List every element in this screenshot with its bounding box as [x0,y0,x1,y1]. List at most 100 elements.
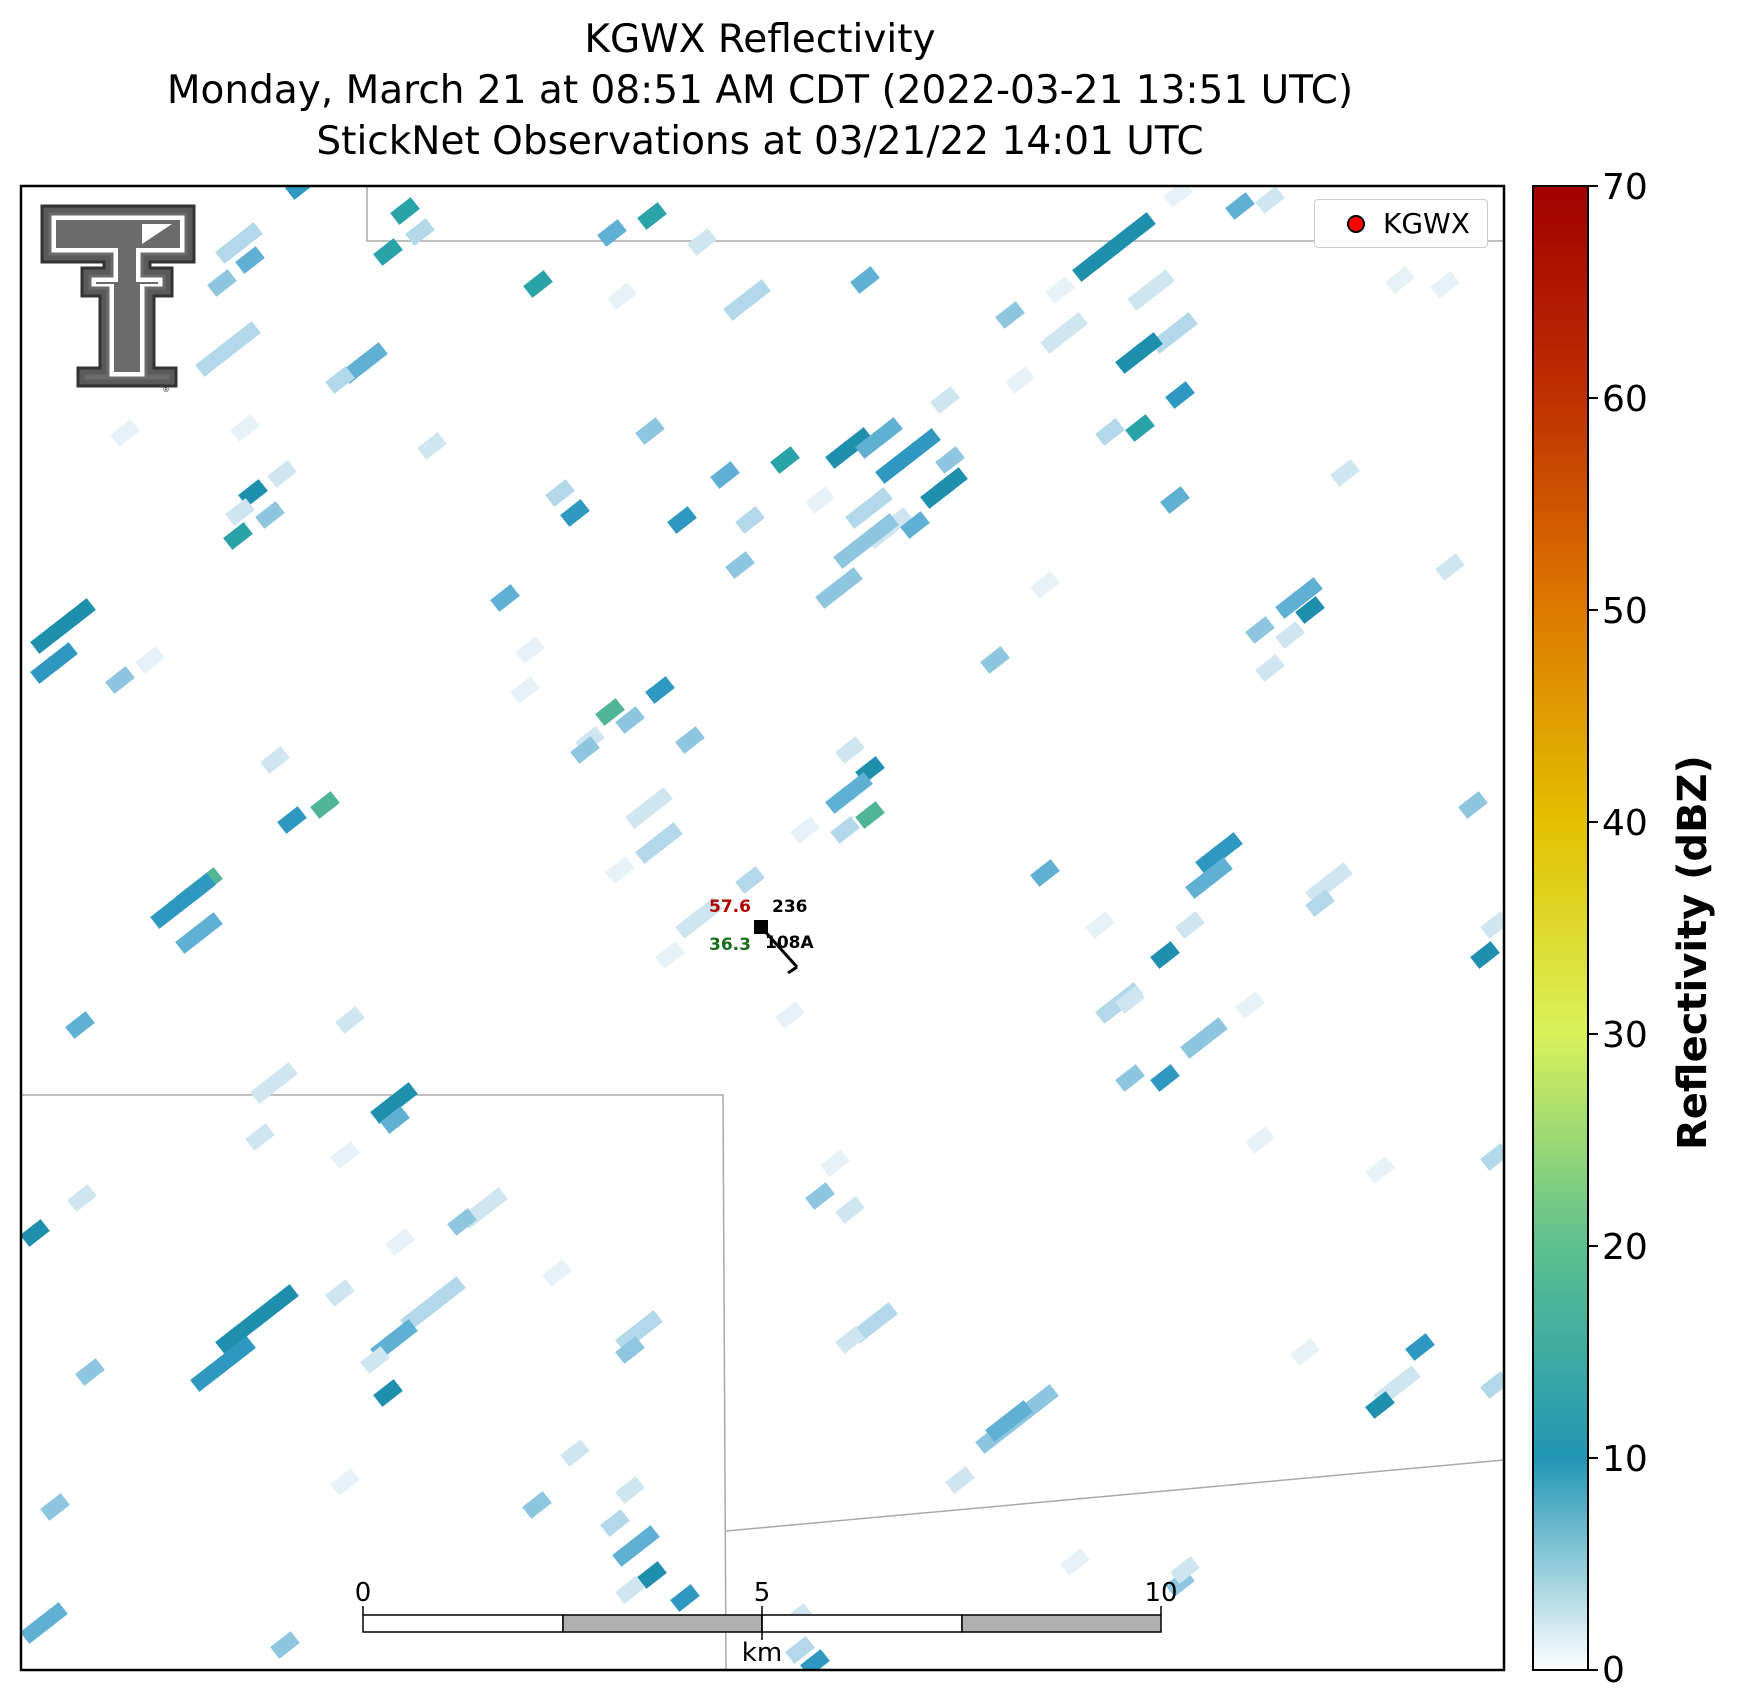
reflectivity-pixel [911,428,941,456]
reflectivity-pixel [835,736,865,764]
reflectivity-pixel [1245,616,1275,644]
station-id: 108A [765,933,814,953]
reflectivity-pixel [670,1584,700,1612]
reflectivity-pixel [269,1284,299,1312]
map-frame [19,184,1506,1672]
reflectivity-pixel [693,897,723,925]
reflectivity-pixel [1430,271,1460,299]
reflectivity-pixel [1150,941,1180,969]
reflectivity-pixel [725,551,755,579]
reflectivity-pixel [1255,186,1285,214]
reflectivity-pixel [835,1196,865,1224]
reflectivity-pixel [373,1379,403,1407]
reflectivity-pixel [873,417,903,445]
reflectivity-pixel [522,1491,552,1519]
reflectivity-pixel [645,676,675,704]
reflectivity-pixel [1293,577,1323,605]
reflectivity-pixel [405,218,435,246]
reflectivity-pixel [843,772,873,800]
reflectivity-pixel [40,1493,70,1521]
station-plot-108A[interactable] [754,920,799,975]
reflectivity-pixel [1125,414,1155,442]
reflectivity-pixel [1030,571,1060,599]
reflectivity-pixel [980,646,1010,674]
reflectivity-pixel [325,366,355,394]
reflectivity-pixel [633,1310,663,1338]
reflectivity-pixel [570,736,600,764]
reflectivity-pixel [325,1279,355,1307]
reflectivity-pixel [207,269,237,297]
title-line-1: KGWX Reflectivity [584,17,936,62]
reflectivity-pixel [770,446,800,474]
reflectivity-pixel [1165,381,1195,409]
reflectivity-pixel [1330,459,1360,487]
reflectivity-pixel [1275,621,1305,649]
reflectivity-pixel [1170,1556,1200,1584]
scalebar-tick-0: 0 [354,1578,372,1608]
reflectivity-pixel [1435,553,1465,581]
reflectivity-pixel [710,461,740,489]
reflectivity-pixel [335,1006,365,1034]
reflectivity-pixel [790,816,820,844]
station-temperature: 57.6 [709,897,751,917]
reflectivity-pixel [417,432,447,460]
reflectivity-pixel [231,321,261,349]
reflectivity-pixel [260,746,290,774]
svg-text:®: ® [162,385,170,394]
colorbar-tick-60: 60 [1602,379,1648,420]
reflectivity-pixel [900,511,930,539]
reflectivity-pixel [1203,857,1233,885]
reflectivity-pixel [938,467,968,495]
reflectivity-pixel [1255,654,1285,682]
reflectivity-pixel [1365,1391,1395,1419]
reflectivity-pixel [1115,986,1145,1014]
reflectivity-pixel [478,1187,508,1215]
reflectivity-pixel [1295,596,1325,624]
reflectivity-pixel [1245,1126,1275,1154]
reflectivity-pixel [675,726,705,754]
reflectivity-pixel [1458,791,1488,819]
reflectivity-pixel [1480,1371,1504,1399]
reflectivity-pixel [245,1123,275,1151]
reflectivity-pixel [235,246,265,274]
reflectivity-pixel [268,1062,298,1090]
reflectivity-pixel [560,1439,590,1467]
reflectivity-pixel [390,197,420,225]
reflectivity-pixel [935,446,965,474]
radar-site-marker-icon [1347,214,1365,233]
reflectivity-pixel [600,1509,630,1537]
reflectivity-pixel [735,506,765,534]
colorbar-tick-50: 50 [1602,591,1648,632]
reflectivity-pixel [843,427,873,455]
colorbar-tick-0: 0 [1602,1650,1625,1691]
reflectivity-pixel [255,501,285,529]
reflectivity-pixel [267,460,297,488]
reflectivity-pixel [655,941,685,969]
reflectivity-pixel [1213,832,1243,860]
reflectivity-pixel [360,1346,390,1374]
reflectivity-pixel [785,1636,815,1664]
reflectivity-pixel [1005,366,1035,394]
reflectivity-pixel [542,1259,572,1287]
colorbar [1532,185,1598,1671]
texas-tech-double-t-logo: ® [40,204,196,394]
reflectivity-pixel [667,506,697,534]
reflectivity-pixel [388,1319,418,1347]
reflectivity-pixel [1003,1400,1033,1428]
reflectivity-pixel [1126,212,1156,240]
reflectivity-pixel [615,1476,645,1504]
reflectivity-pixel [490,584,520,612]
colorbar-label: Reflectivity (dBZ) [1670,755,1716,1150]
reflectivity-pixel [373,238,403,266]
reflectivity-pixel [135,646,165,674]
reflectivity-pixel [835,1326,865,1354]
reflectivity-pixel [607,282,637,310]
reflectivity-pixel [653,822,683,850]
reflectivity-pixel [21,1219,50,1247]
reflectivity-pixel [110,419,140,447]
colorbar-tick-30: 30 [1602,1015,1648,1056]
reflectivity-pixel [805,486,835,514]
reflectivity-pixel [186,873,216,901]
reflectivity-pixel [1150,1064,1180,1092]
